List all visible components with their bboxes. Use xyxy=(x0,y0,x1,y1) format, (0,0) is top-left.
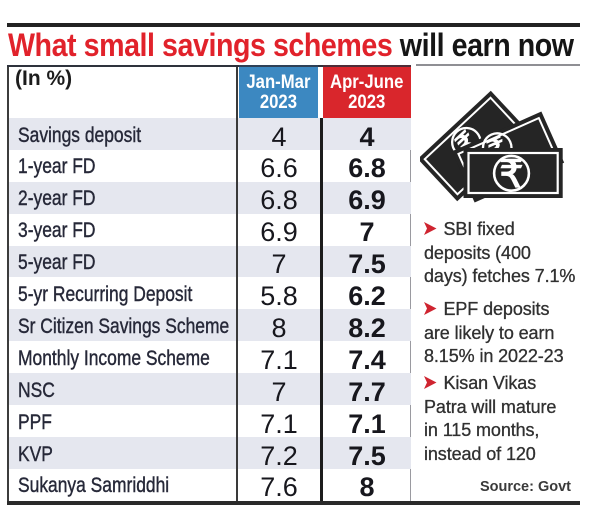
svg-text:₹: ₹ xyxy=(499,154,523,196)
